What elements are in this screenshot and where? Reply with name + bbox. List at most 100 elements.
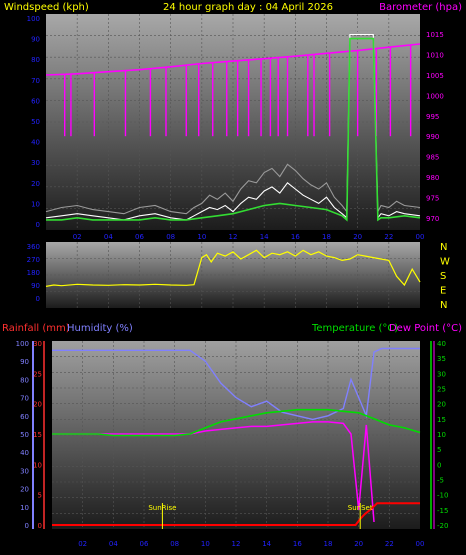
barometer-tick-label: 980 [426, 174, 439, 182]
direction-tick-label: 360 [27, 243, 40, 251]
wind-ticks-x: 02 04 06 08 10 12 14 16 18 20 22 00 [73, 233, 425, 241]
wind-tick-label: 0 [36, 221, 40, 229]
temp-x-tick-label: 22 [385, 540, 394, 548]
temperature-ticks: -20 -15 -10 -5 0 5 10 15 20 25 30 35 40 [437, 340, 448, 530]
direction-tick-label: 0 [36, 295, 40, 303]
temp-x-tick-label: 18 [324, 540, 333, 548]
wind-x-tick-label: 22 [384, 233, 393, 241]
temp-ticks-x: 02 04 06 08 10 12 14 16 18 20 22 00 [78, 540, 424, 548]
temperature-tick-label: 15 [437, 416, 446, 424]
humidity-tick-label: 70 [20, 395, 29, 403]
compass-letter: N [440, 242, 447, 253]
wind-x-tick-label: 04 [104, 233, 113, 241]
humidity-tick-label: 90 [20, 358, 29, 366]
rain-tick-label: 5 [38, 492, 42, 500]
barometer-ticks-right: 970 975 980 985 990 995 1000 1005 1010 1015 [426, 31, 444, 223]
wind-x-tick-label: 02 [73, 233, 82, 241]
humidity-tick-label: 60 [20, 413, 29, 421]
direction-line [45, 249, 421, 287]
barometer-tick-label: 995 [426, 113, 439, 121]
humidity-tick-label: 20 [20, 486, 29, 494]
temperature-tick-label: -10 [437, 492, 448, 500]
wind-x-tick-label: 18 [322, 233, 331, 241]
rain-tick-label: 15 [33, 431, 42, 439]
wind-x-tick-label: 14 [260, 233, 269, 241]
direction-ticks-left: 0 90 180 270 360 [27, 243, 40, 303]
compass-letter: N [440, 300, 447, 311]
barometer-tick-label: 1015 [426, 31, 444, 39]
temperature-tick-label: 35 [437, 355, 446, 363]
wind-x-tick-label: 06 [135, 233, 144, 241]
temp-x-tick-label: 12 [232, 540, 241, 548]
direction-panel-grid [46, 242, 420, 308]
wind-x-tick-label: 16 [291, 233, 300, 241]
barometer-tick-label: 975 [426, 194, 439, 202]
barometer-tick-label: 985 [426, 154, 439, 162]
wind-line [45, 33, 421, 221]
compass-letter: S [440, 271, 446, 282]
temperature-tick-label: -20 [437, 522, 448, 530]
temperature-tick-label: 30 [437, 370, 446, 378]
temperature-tick-label: 25 [437, 386, 446, 394]
temp-panel-series [52, 347, 421, 526]
temp-x-tick-label: 10 [201, 540, 210, 548]
temp-x-tick-label: 04 [109, 540, 118, 548]
humidity-tick-label: 0 [25, 522, 29, 530]
direction-panel-series [45, 249, 421, 287]
wind-tick-label: 100 [27, 15, 40, 23]
wind-tick-label: 50 [31, 118, 40, 126]
humidity-tick-label: 40 [20, 449, 29, 457]
temp-x-tick-label: 20 [354, 540, 363, 548]
temperature-tick-label: 40 [437, 340, 446, 348]
gust-line [45, 29, 421, 215]
temperature-tick-label: 20 [437, 401, 446, 409]
temperature-tick-label: 0 [437, 461, 441, 469]
barometer-axis-title: Barometer (hpa) [379, 2, 462, 13]
barometer-tick-label: 970 [426, 215, 439, 223]
dewpoint-axis-title: Dew Point (°C) [389, 323, 462, 334]
wind-tick-label: 80 [31, 56, 40, 64]
rain-tick-label: 0 [38, 522, 42, 530]
direction-tick-label: 90 [31, 282, 40, 290]
wind-x-tick-label: 12 [229, 233, 238, 241]
temperature-axis-title: Temperature (°C) [311, 323, 398, 334]
rain-tick-label: 20 [33, 401, 42, 409]
temperature-tick-label: -15 [437, 507, 448, 515]
wind-x-tick-label: 08 [166, 233, 175, 241]
wind-x-tick-label: 10 [197, 233, 206, 241]
temp-x-tick-label: 14 [262, 540, 271, 548]
wind-tick-label: 60 [31, 97, 40, 105]
wind-ticks-left: 0 10 20 30 40 50 60 70 80 90 100 [27, 15, 40, 229]
chart-title: 24 hour graph day : 04 April 2026 [163, 2, 333, 13]
temp-x-tick-label: 02 [78, 540, 87, 548]
direction-tick-label: 270 [27, 256, 40, 264]
humidity-tick-label: 30 [20, 467, 29, 475]
temperature-tick-label: 5 [437, 446, 441, 454]
wind-panel-series [45, 29, 421, 222]
temperature-tick-label: -5 [437, 477, 444, 485]
compass-letter: W [440, 257, 450, 268]
temp-panel-grid [52, 341, 420, 529]
rain-tick-label: 25 [33, 370, 42, 378]
temperature-line [52, 408, 421, 437]
rainfall-axis-title: Rainfall (mm) [2, 323, 70, 334]
humidity-tick-label: 50 [20, 431, 29, 439]
sun-label: SunRise [148, 504, 176, 512]
wind-tick-label: 20 [31, 180, 40, 188]
barometer-tick-label: 1005 [426, 72, 444, 80]
avg_wind-line [46, 37, 421, 222]
humidity-tick-label: 100 [16, 340, 29, 348]
barometer-tick-label: 990 [426, 133, 439, 141]
humidity-tick-label: 10 [20, 504, 29, 512]
wind-x-tick-label: 20 [353, 233, 362, 241]
temp-x-tick-label: 06 [140, 540, 149, 548]
dewpoint-line [52, 421, 375, 523]
temp-x-tick-label: 00 [416, 540, 425, 548]
humidity-axis-title: Humidity (%) [67, 323, 133, 334]
rain-tick-label: 10 [33, 461, 42, 469]
wind-tick-label: 30 [31, 159, 40, 167]
rain-tick-label: 30 [33, 340, 42, 348]
